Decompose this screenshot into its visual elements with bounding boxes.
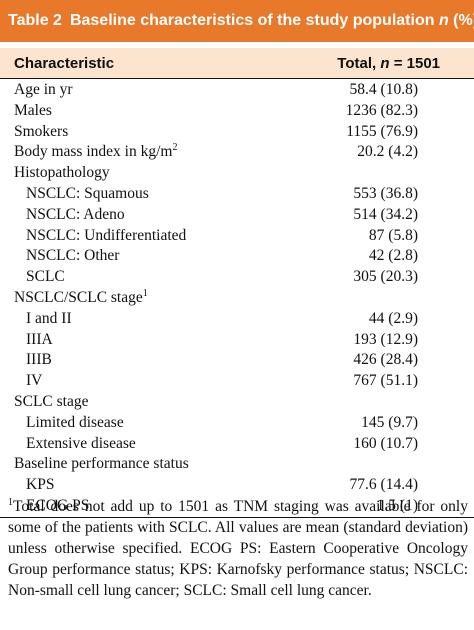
row-label: Age in yr xyxy=(14,80,73,101)
table-row: NSCLC: Other 42 (2.8) xyxy=(0,246,474,267)
title-text: Baseline characteristics of the study po… xyxy=(69,12,435,29)
row-value: 553 (36.8) xyxy=(353,184,418,202)
row-label-text: Baseline performance status xyxy=(14,455,189,473)
table-row: Males 1236 (82.3) xyxy=(0,101,474,122)
table-row: Extensive disease 160 (10.7) xyxy=(0,434,474,455)
row-label: Extensive disease xyxy=(26,434,136,455)
row-value: 42 (2.8) xyxy=(368,247,418,265)
row-label: Baseline performance status xyxy=(14,454,189,475)
row-value: 1.5 (1) xyxy=(376,496,418,514)
row-label-text: KPS xyxy=(26,476,55,494)
table-row: SCLC stage xyxy=(0,392,474,413)
table-row: ECOG PS 1.5 (1) xyxy=(0,496,474,517)
row-label: Histopathology xyxy=(14,163,110,184)
row-label: KPS xyxy=(26,475,54,496)
column-italic: n xyxy=(380,55,390,72)
title-suffix: (%) xyxy=(453,12,474,29)
row-label: NSCLC: Other xyxy=(26,246,119,267)
row-label: NSCLC/SCLC stage1 xyxy=(14,288,148,309)
row-value: 426 (28.4) xyxy=(353,351,418,369)
table-row: NSCLC: Undifferentiated 87 (5.8) xyxy=(0,226,474,247)
table-label: Table 2 xyxy=(8,12,62,29)
row-label: IV xyxy=(26,371,42,392)
table-row: Limited disease 145 (9.7) xyxy=(0,413,474,434)
table-row: Baseline performance status xyxy=(0,454,474,475)
row-label: NSCLC: Squamous xyxy=(26,184,149,205)
table-row: Age in yr 58.4 (10.8) xyxy=(0,80,474,101)
superscript: 2 xyxy=(172,142,178,154)
row-value: 1155 (76.9) xyxy=(346,122,418,140)
row-label: Males xyxy=(14,101,52,122)
column-suffix: = 1501 xyxy=(393,55,440,72)
row-value: 77.6 (14.4) xyxy=(349,476,418,494)
row-label-text: SCLC xyxy=(26,268,65,286)
footnote-text: Total does not add up to 1501 as TNM sta… xyxy=(8,498,468,599)
row-label: NSCLC: Undifferentiated xyxy=(26,226,186,247)
table-row: IIIA 193 (12.9) xyxy=(0,330,474,351)
column-label: Characteristic xyxy=(14,55,115,72)
row-label-text: NSCLC: Other xyxy=(26,247,120,265)
table-row: NSCLC: Adeno 514 (34.2) xyxy=(0,205,474,226)
superscript: 1 xyxy=(142,287,148,299)
table-row: IIIB 426 (28.4) xyxy=(0,350,474,371)
row-label-text: NSCLC: Undifferentiated xyxy=(26,226,187,244)
row-label-text: NSCLC: Squamous xyxy=(26,184,149,202)
row-value: 20.2 (4.2) xyxy=(357,143,418,161)
table-row: Body mass index in kg/m2 20.2 (4.2) xyxy=(0,142,474,163)
row-label-text: Histopathology xyxy=(14,164,110,182)
row-label-text: IIIB xyxy=(26,351,52,369)
row-label: SCLC stage xyxy=(14,392,89,413)
row-value: 87 (5.8) xyxy=(368,226,418,244)
column-header: Characteristic Total, n = 1501 xyxy=(0,48,474,79)
table-row: KPS 77.6 (14.4) xyxy=(0,475,474,496)
row-value: 145 (9.7) xyxy=(361,413,418,431)
row-value: 305 (20.3) xyxy=(353,268,418,286)
footnote: 1Total does not add up to 1501 as TNM st… xyxy=(8,496,468,601)
table-row: IV 767 (51.1) xyxy=(0,371,474,392)
row-value: 1236 (82.3) xyxy=(345,101,418,119)
footnote-mark: 1 xyxy=(8,496,13,508)
row-label-text: NSCLC: Adeno xyxy=(26,205,125,223)
row-label-text: Extensive disease xyxy=(26,434,136,452)
row-label: IIIB xyxy=(26,350,52,371)
row-label: ECOG PS xyxy=(26,496,89,517)
table-row: NSCLC: Squamous 553 (36.8) xyxy=(0,184,474,205)
row-label: Smokers xyxy=(14,122,68,143)
row-label-text: Smokers xyxy=(14,122,69,140)
title-italic: n xyxy=(438,12,449,29)
row-label-text: I and II xyxy=(26,309,72,327)
row-label: IIIA xyxy=(26,330,53,351)
row-label-text: Age in yr xyxy=(14,81,73,98)
row-label-text: Body mass index in kg/m xyxy=(14,143,173,161)
row-label: SCLC xyxy=(26,267,65,288)
row-label: I and II xyxy=(26,309,72,330)
table-row: Smokers 1155 (76.9) xyxy=(0,122,474,143)
row-label-text: SCLC stage xyxy=(14,392,89,410)
table-row: NSCLC/SCLC stage1 xyxy=(0,288,474,309)
row-value: 514 (34.2) xyxy=(353,205,418,223)
column-label: Total, n = 1501 xyxy=(337,48,440,79)
row-label: Body mass index in kg/m2 xyxy=(14,142,177,163)
row-label-text: Males xyxy=(14,101,52,119)
table-row: SCLC 305 (20.3) xyxy=(0,267,474,288)
row-value: 58.4 (10.8) xyxy=(349,81,418,98)
row-label: Limited disease xyxy=(26,413,124,434)
row-value: 44 (2.9) xyxy=(368,309,418,327)
row-label: NSCLC: Adeno xyxy=(26,205,125,226)
table-title: Table 2 Baseline characteristics of the s… xyxy=(0,0,474,42)
table-row: Histopathology xyxy=(0,163,474,184)
table-row: I and II 44 (2.9) xyxy=(0,309,474,330)
row-label-text: ECOG PS xyxy=(26,496,90,514)
row-value: 160 (10.7) xyxy=(353,434,418,452)
row-value: 767 (51.1) xyxy=(353,372,418,390)
row-value: 193 (12.9) xyxy=(353,330,418,348)
column-text: Total, xyxy=(337,55,377,72)
row-label-text: IV xyxy=(26,372,43,390)
row-label-text: IIIA xyxy=(26,330,53,348)
row-label-text: NSCLC/SCLC stage xyxy=(14,288,143,306)
row-label-text: Limited disease xyxy=(26,413,124,431)
table-body: Age in yr 58.4 (10.8) Males 1236 (82.3) Smok… xyxy=(0,80,474,518)
